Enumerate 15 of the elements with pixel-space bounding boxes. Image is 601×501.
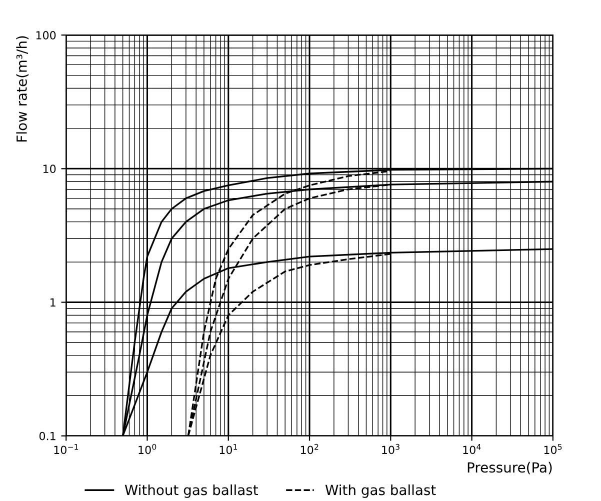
x-tick-label: 10$^{5}$ [544, 444, 562, 454]
x-tick-label: 10$^{3}$ [382, 444, 400, 454]
y-tick-label: 1 [50, 298, 56, 306]
y-tick-label: 10 [43, 164, 56, 174]
x-tick-label: 10$^{0}$ [138, 444, 156, 454]
x-tick-label: 10$^{4}$ [463, 444, 481, 454]
legend-label: With gas ballast [325, 484, 436, 498]
y-tick-label: 100 [36, 31, 56, 40]
y-axis-title: Flow rate(m³/h) [16, 36, 29, 142]
x-tick-label: 10$^{2}$ [300, 444, 318, 454]
legend-label: Without gas ballast [124, 484, 258, 498]
y-tick-label: 0.1 [39, 432, 56, 440]
x-tick-label: 10$^{−1}$ [54, 444, 78, 454]
x-tick-label: 10$^{1}$ [220, 444, 238, 454]
x-axis-title: Pressure(Pa) [468, 462, 552, 474]
